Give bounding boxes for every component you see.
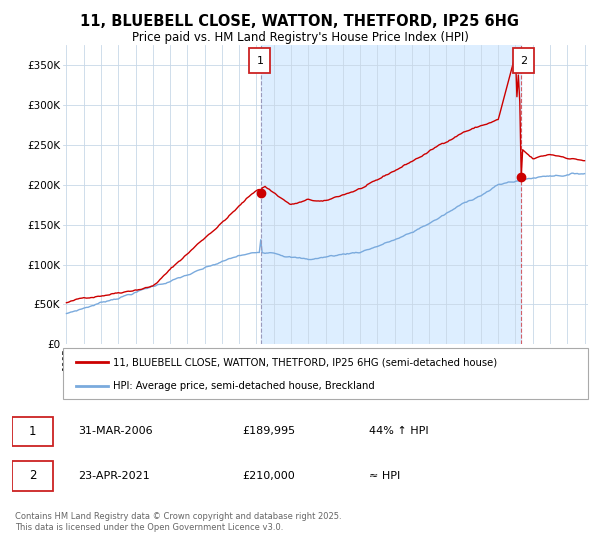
Text: 1: 1 <box>29 425 37 438</box>
FancyBboxPatch shape <box>250 48 271 73</box>
Text: 23-APR-2021: 23-APR-2021 <box>78 471 150 480</box>
Text: 2: 2 <box>520 55 527 66</box>
FancyBboxPatch shape <box>513 48 534 73</box>
Text: 11, BLUEBELL CLOSE, WATTON, THETFORD, IP25 6HG: 11, BLUEBELL CLOSE, WATTON, THETFORD, IP… <box>80 14 520 29</box>
Text: 2: 2 <box>29 469 37 482</box>
Text: £210,000: £210,000 <box>242 471 295 480</box>
Text: 44% ↑ HPI: 44% ↑ HPI <box>369 427 429 436</box>
Text: 31-MAR-2006: 31-MAR-2006 <box>78 427 153 436</box>
FancyBboxPatch shape <box>12 417 53 446</box>
Text: ≈ HPI: ≈ HPI <box>369 471 400 480</box>
FancyBboxPatch shape <box>63 348 588 399</box>
FancyBboxPatch shape <box>12 461 53 491</box>
Text: 1: 1 <box>256 55 263 66</box>
Text: 11, BLUEBELL CLOSE, WATTON, THETFORD, IP25 6HG (semi-detached house): 11, BLUEBELL CLOSE, WATTON, THETFORD, IP… <box>113 357 497 367</box>
Text: £189,995: £189,995 <box>242 427 296 436</box>
Text: HPI: Average price, semi-detached house, Breckland: HPI: Average price, semi-detached house,… <box>113 381 374 391</box>
Bar <box>261 45 521 344</box>
Text: Price paid vs. HM Land Registry's House Price Index (HPI): Price paid vs. HM Land Registry's House … <box>131 31 469 44</box>
Text: Contains HM Land Registry data © Crown copyright and database right 2025.
This d: Contains HM Land Registry data © Crown c… <box>15 512 341 532</box>
